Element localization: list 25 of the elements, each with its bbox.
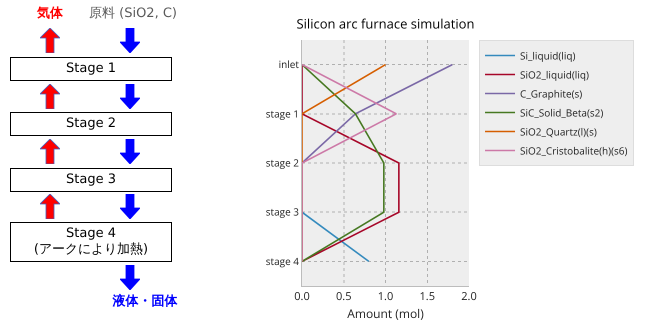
x-tick-label: 1.5: [420, 289, 435, 304]
y-tick-label: stage 2: [266, 156, 300, 170]
text: 液体・固体: [112, 292, 178, 310]
category-label: Stage 2: [10, 112, 172, 136]
text: 原料 (SiO2, C): [89, 5, 177, 22]
text: 気体: [37, 5, 63, 22]
chart-title: Silicon arc furnace simulation: [296, 14, 474, 32]
x-tick-label: 0.0: [294, 289, 310, 304]
category-label: Stage 1: [10, 57, 172, 81]
category-label: Stage 3: [10, 168, 172, 192]
legend-label: SiO2_Quartz(l)(s): [520, 124, 597, 138]
category-label: Stage 4 (アークにより加熱): [10, 222, 172, 262]
y-tick-label: stage 3: [266, 204, 300, 219]
y-tick-label: stage 4: [266, 254, 300, 268]
legend-label: SiO2_Cristobalite(h)(s6): [520, 143, 628, 158]
y-tick-label: stage 1: [266, 106, 299, 120]
x-tick-label: 0.5: [336, 289, 352, 304]
x-tick-label: 1.0: [378, 289, 394, 304]
y-tick-label: inlet: [278, 57, 300, 72]
legend-label: SiO2_liquid(liq): [520, 67, 589, 82]
x-tick-label: 2.0: [461, 289, 477, 304]
legend-label: Si_liquid(liq): [520, 48, 576, 62]
legend-label: C_Graphite(s): [520, 86, 582, 100]
x-axis-title: Amount (mol): [347, 305, 424, 322]
legend-label: SiC_Solid_Beta(s2): [520, 105, 604, 120]
